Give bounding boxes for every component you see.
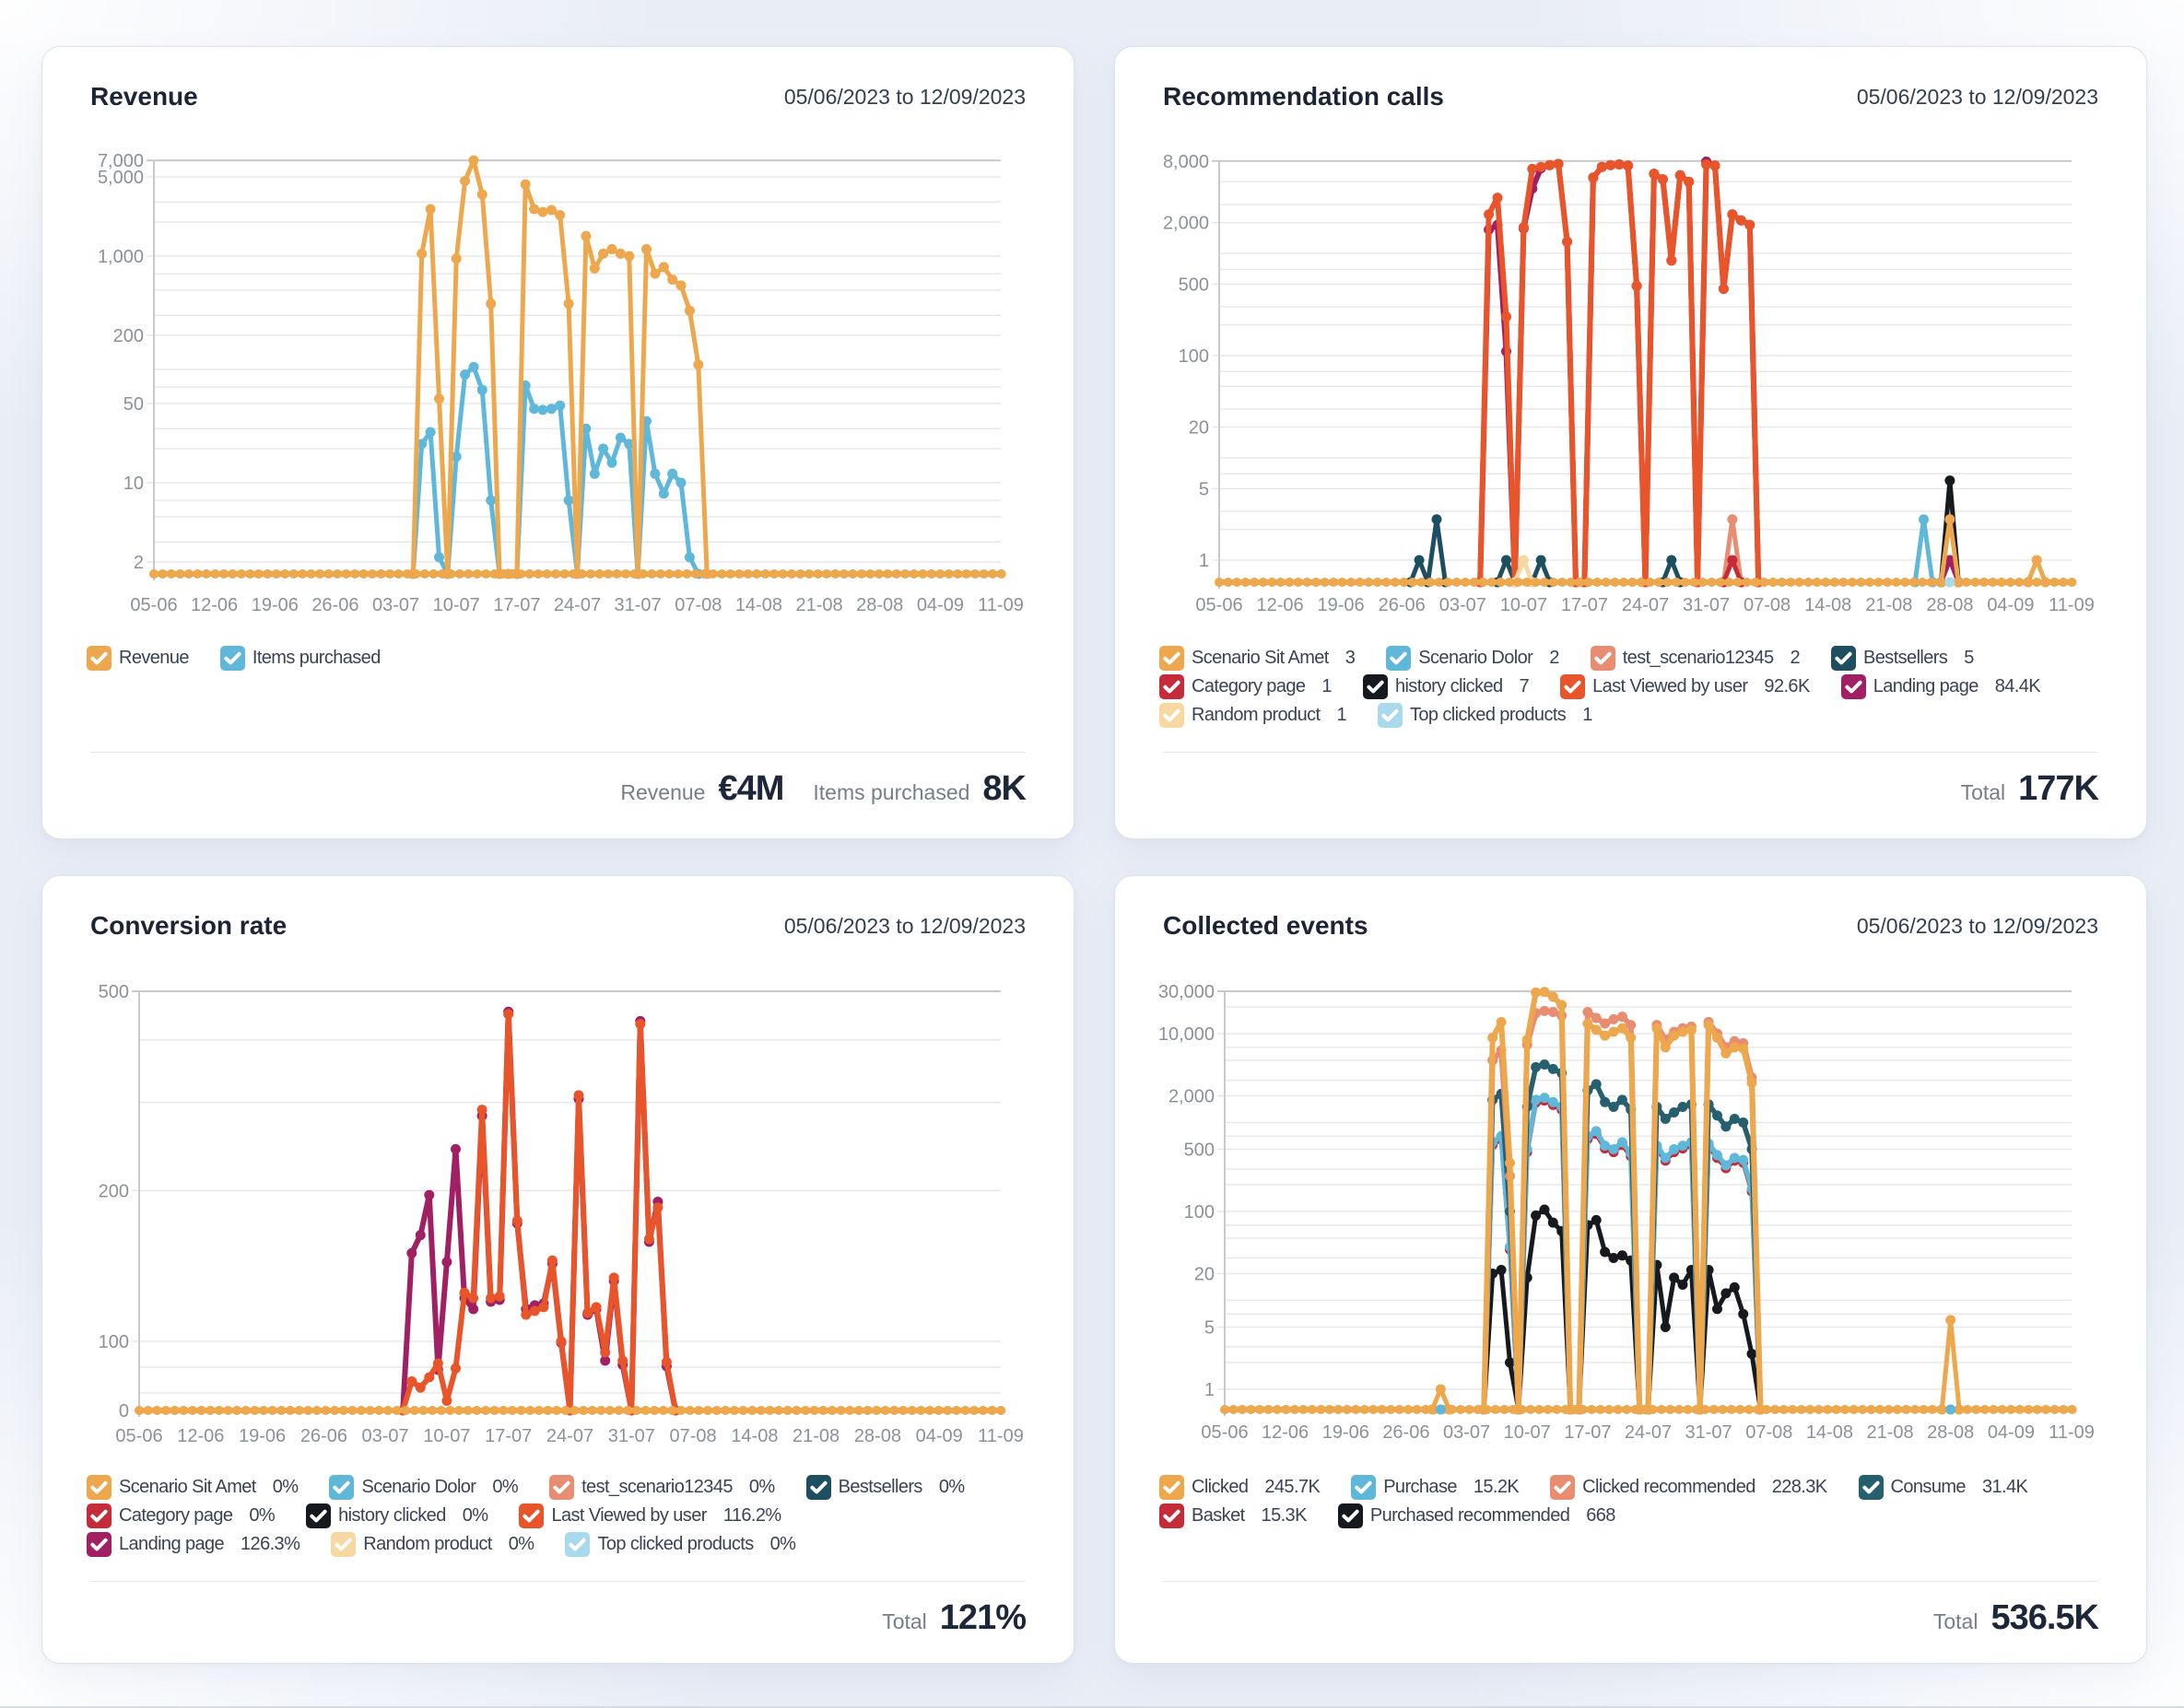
svg-text:21-08: 21-08	[793, 1426, 840, 1446]
svg-text:5,000: 5,000	[98, 168, 144, 188]
svg-text:04-09: 04-09	[916, 1426, 963, 1446]
svg-text:17-07: 17-07	[485, 1426, 532, 1446]
svg-text:17-07: 17-07	[1564, 1422, 1611, 1443]
svg-text:03-07: 03-07	[362, 1426, 409, 1446]
svg-text:12-06: 12-06	[1262, 1422, 1309, 1443]
svg-text:26-06: 26-06	[1379, 595, 1426, 615]
svg-text:500: 500	[99, 982, 129, 1002]
svg-text:24-07: 24-07	[554, 595, 601, 615]
svg-text:20: 20	[1189, 418, 1209, 439]
svg-text:2: 2	[134, 553, 144, 573]
svg-text:31-07: 31-07	[1685, 1422, 1732, 1443]
svg-text:5: 5	[1204, 1318, 1215, 1339]
svg-text:200: 200	[113, 326, 144, 346]
svg-text:19-06: 19-06	[1322, 1422, 1369, 1443]
svg-text:14-08: 14-08	[1806, 1422, 1853, 1443]
svg-text:11-09: 11-09	[978, 1426, 1024, 1446]
svg-text:21-08: 21-08	[1867, 1422, 1914, 1443]
svg-text:24-07: 24-07	[546, 1426, 593, 1446]
svg-text:05-06: 05-06	[130, 595, 177, 615]
svg-text:07-08: 07-08	[1745, 1422, 1792, 1443]
svg-text:10-07: 10-07	[423, 1426, 470, 1446]
svg-text:28-08: 28-08	[854, 1426, 901, 1446]
svg-text:07-08: 07-08	[1744, 595, 1791, 615]
svg-text:05-06: 05-06	[1195, 595, 1242, 615]
svg-text:07-08: 07-08	[675, 595, 722, 615]
svg-text:200: 200	[99, 1181, 129, 1201]
svg-text:26-06: 26-06	[1382, 1422, 1429, 1443]
svg-text:04-09: 04-09	[1988, 1422, 2035, 1443]
svg-text:100: 100	[1184, 1202, 1215, 1223]
svg-text:28-08: 28-08	[1927, 1422, 1974, 1443]
svg-text:10,000: 10,000	[1158, 1024, 1215, 1045]
svg-text:31-07: 31-07	[615, 595, 662, 615]
svg-text:1: 1	[1199, 551, 1209, 571]
svg-text:12-06: 12-06	[1257, 595, 1304, 615]
svg-text:04-09: 04-09	[1987, 595, 2034, 615]
svg-text:21-08: 21-08	[1865, 595, 1912, 615]
svg-text:10-07: 10-07	[1500, 595, 1547, 615]
svg-text:04-09: 04-09	[917, 595, 964, 615]
svg-text:30,000: 30,000	[1158, 982, 1215, 1002]
svg-text:24-07: 24-07	[1625, 1422, 1672, 1443]
svg-text:14-08: 14-08	[1804, 595, 1851, 615]
svg-text:19-06: 19-06	[1318, 595, 1365, 615]
svg-text:31-07: 31-07	[1683, 595, 1730, 615]
svg-text:26-06: 26-06	[311, 595, 358, 615]
svg-text:14-08: 14-08	[735, 595, 782, 615]
svg-text:11-09: 11-09	[978, 595, 1024, 615]
svg-text:07-08: 07-08	[670, 1426, 717, 1446]
svg-text:12-06: 12-06	[177, 1426, 224, 1446]
svg-text:28-08: 28-08	[856, 595, 903, 615]
svg-text:500: 500	[1184, 1141, 1215, 1161]
svg-text:19-06: 19-06	[252, 595, 299, 615]
svg-text:03-07: 03-07	[372, 595, 419, 615]
svg-text:8,000: 8,000	[1163, 152, 1209, 172]
svg-text:05-06: 05-06	[115, 1426, 162, 1446]
svg-text:50: 50	[123, 394, 144, 415]
svg-text:12-06: 12-06	[191, 595, 238, 615]
svg-text:11-09: 11-09	[2049, 1422, 2095, 1443]
svg-text:03-07: 03-07	[1443, 1422, 1490, 1443]
svg-text:05-06: 05-06	[1201, 1422, 1248, 1443]
svg-text:100: 100	[99, 1332, 129, 1352]
svg-text:11-09: 11-09	[2049, 595, 2095, 615]
svg-text:20: 20	[1194, 1265, 1215, 1285]
svg-text:2,000: 2,000	[1163, 214, 1209, 234]
svg-text:14-08: 14-08	[731, 1426, 778, 1446]
svg-text:500: 500	[1179, 275, 1209, 295]
svg-text:31-07: 31-07	[608, 1426, 655, 1446]
svg-text:0: 0	[119, 1401, 129, 1421]
svg-text:7,000: 7,000	[98, 151, 144, 171]
svg-text:10: 10	[123, 474, 144, 494]
svg-text:10-07: 10-07	[1504, 1422, 1551, 1443]
svg-text:24-07: 24-07	[1622, 595, 1669, 615]
svg-text:17-07: 17-07	[493, 595, 540, 615]
svg-text:26-06: 26-06	[300, 1426, 347, 1446]
svg-text:17-07: 17-07	[1561, 595, 1608, 615]
svg-text:100: 100	[1179, 346, 1209, 367]
svg-text:19-06: 19-06	[239, 1426, 286, 1446]
svg-text:28-08: 28-08	[1926, 595, 1973, 615]
svg-text:1: 1	[1204, 1380, 1215, 1400]
svg-text:10-07: 10-07	[433, 595, 480, 615]
svg-text:21-08: 21-08	[796, 595, 843, 615]
svg-text:03-07: 03-07	[1439, 595, 1486, 615]
svg-text:1,000: 1,000	[98, 247, 144, 267]
svg-text:5: 5	[1199, 479, 1209, 499]
svg-text:2,000: 2,000	[1168, 1087, 1215, 1107]
